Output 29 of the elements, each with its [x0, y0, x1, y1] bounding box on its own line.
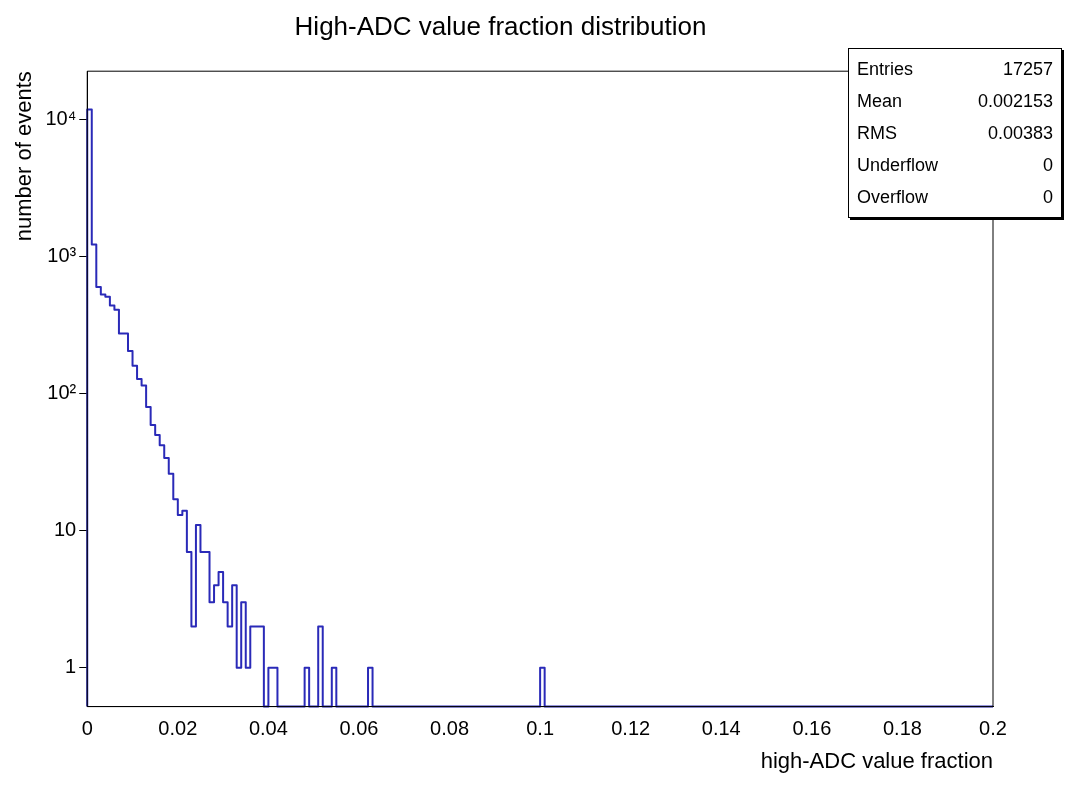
y-tick-label: 1 [65, 655, 77, 678]
annotation: Overflow [857, 186, 929, 208]
x-tick-label: 0.12 [611, 717, 651, 740]
y-tick-label: 10⁴ [45, 107, 77, 130]
x-tick-label: 0.14 [701, 717, 741, 740]
x-tick-label: 0.2 [979, 717, 1007, 740]
y-tick-label: 10 [53, 518, 77, 541]
y-tick-label: 10² [47, 381, 77, 404]
y-axis-title: number of events [11, 71, 37, 242]
x-tick-label: 0.1 [526, 717, 555, 740]
annotation: Entries [857, 58, 914, 80]
x-tick-label: 0.02 [158, 717, 198, 740]
annotation: Mean [857, 90, 903, 112]
x-tick-label: 0.18 [882, 717, 922, 740]
annotation: 0.002153 [977, 90, 1053, 112]
annotation: 0.00383 [987, 122, 1053, 144]
annotation: RMS [857, 122, 897, 144]
x-axis-title: high-ADC value fraction [760, 747, 993, 773]
text: 0 [1042, 186, 1053, 208]
x-tick-label: 0.16 [792, 717, 832, 740]
x-tick-label: 0.06 [339, 717, 379, 740]
annotation: Underflow [857, 154, 939, 176]
x-tick-label: 0.04 [248, 717, 288, 740]
text: 0 [1042, 154, 1053, 176]
x-tick-label: 0.08 [430, 717, 470, 740]
text: 17257 [1002, 58, 1053, 80]
y-tick-label: 10³ [47, 244, 77, 267]
x-tick-label: 0 [81, 717, 93, 740]
chart-title: High-ADC value fraction distribution [294, 10, 707, 41]
